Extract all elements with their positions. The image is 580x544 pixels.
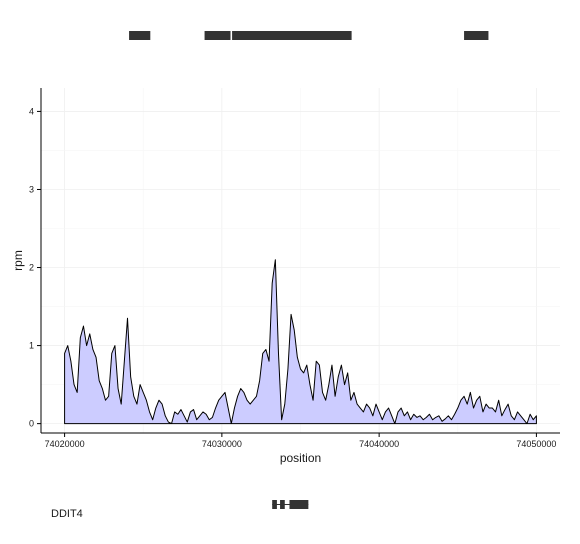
x-tick-label: 74030000 xyxy=(202,439,242,449)
y-tick-label: 3 xyxy=(29,184,34,194)
gene-exon xyxy=(289,500,309,509)
plot-panel: 74020000 74030000 74040000 74050000 0 1 2 3 4 p… xyxy=(11,88,560,465)
top-track-block xyxy=(129,31,151,40)
series-area xyxy=(64,259,537,424)
y-tick-label: 1 xyxy=(29,341,34,351)
y-tick-label: 0 xyxy=(29,419,34,429)
y-axis-ticks: 0 1 2 3 4 xyxy=(29,106,41,429)
gene-track: DDIT4 xyxy=(51,500,309,520)
x-tick-label: 74040000 xyxy=(359,439,399,449)
gene-exon xyxy=(272,500,277,509)
top-annotation-track xyxy=(129,31,489,40)
top-track-block xyxy=(204,31,231,40)
x-axis-title: position xyxy=(280,451,321,465)
x-axis-ticks: 74020000 74030000 74040000 74050000 xyxy=(45,433,556,449)
y-tick-label: 4 xyxy=(29,106,34,116)
y-tick-label: 2 xyxy=(29,263,34,273)
area-layer xyxy=(64,259,537,425)
x-tick-label: 74020000 xyxy=(45,439,85,449)
x-tick-label: 74050000 xyxy=(516,439,556,449)
top-track-block xyxy=(464,31,489,40)
y-axis-title: rpm xyxy=(11,250,25,271)
gene-exon xyxy=(280,500,285,509)
top-track-block xyxy=(232,31,352,40)
series-line xyxy=(64,259,537,425)
gene-label: DDIT4 xyxy=(51,508,83,520)
